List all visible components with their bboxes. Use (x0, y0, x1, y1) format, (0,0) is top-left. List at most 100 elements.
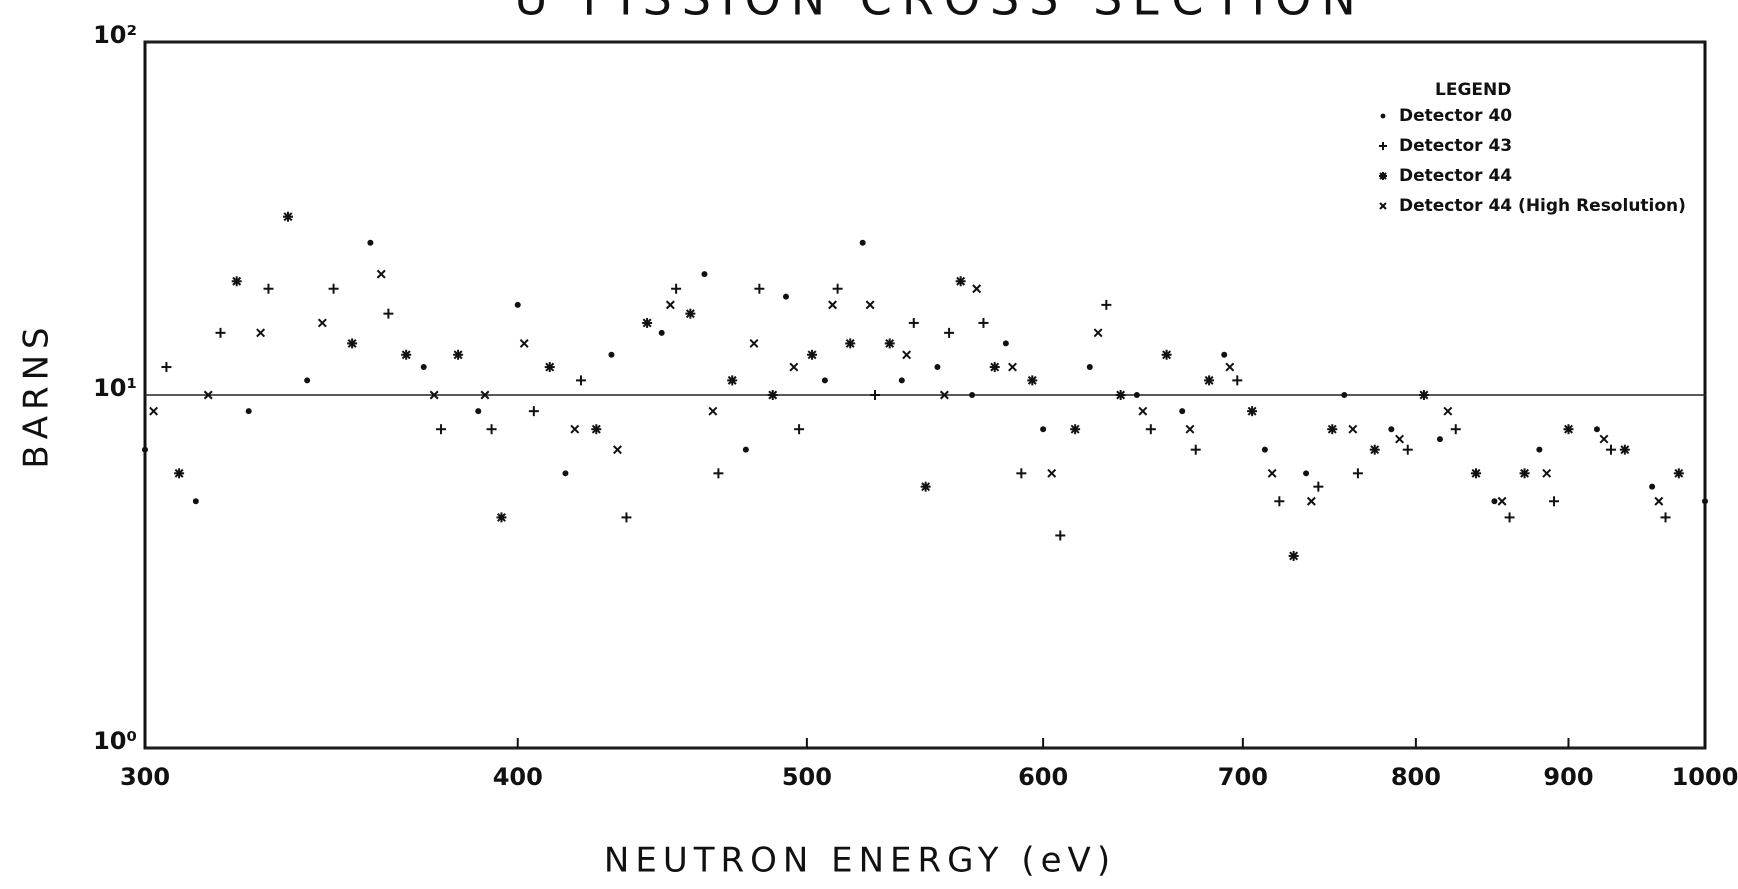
data-point (1563, 424, 1574, 435)
data-point (1402, 444, 1413, 455)
x-tick-label: 400 (493, 763, 543, 791)
marker-dot (821, 377, 828, 384)
marker-dot (742, 446, 749, 453)
marker-dot (1086, 364, 1093, 371)
data-point (161, 362, 172, 373)
marker-stroke (1599, 434, 1609, 444)
marker-stroke (174, 468, 184, 478)
marker-stroke (1564, 424, 1573, 434)
data-point (665, 300, 675, 310)
data-point (1599, 434, 1609, 444)
marker-stroke (902, 350, 912, 360)
data-point (142, 446, 148, 453)
marker-stroke (1225, 362, 1235, 372)
marker-stroke (519, 338, 529, 348)
marker-stroke (1471, 468, 1481, 478)
marker-dot (142, 446, 148, 453)
data-point (865, 300, 875, 310)
data-point (1470, 468, 1481, 479)
x-tick-label: 1000 (1672, 763, 1738, 791)
marker-stroke (1138, 406, 1148, 416)
data-point (519, 338, 529, 348)
marker-stroke (956, 276, 966, 286)
marker-dot (782, 293, 789, 300)
data-point (496, 512, 507, 523)
marker-dot (1702, 498, 1708, 505)
marker-stroke (1070, 424, 1080, 434)
y-tick-label: 10⁰ (93, 727, 137, 755)
marker-stroke (1443, 406, 1453, 416)
data-point (1313, 481, 1324, 492)
data-point (1369, 444, 1380, 455)
marker-dot (898, 377, 905, 384)
marker-dot (192, 498, 199, 505)
data-point (376, 269, 386, 279)
marker-stroke (939, 390, 949, 400)
marker-dot (1388, 426, 1395, 433)
marker-stroke (828, 300, 837, 310)
marker-dot (1303, 470, 1310, 477)
marker-stroke (1395, 434, 1405, 444)
legend-label: Detector 43 (1399, 136, 1512, 156)
data-point (642, 317, 653, 328)
marker-stroke (727, 375, 737, 385)
data-point (1497, 496, 1507, 506)
data-point (420, 364, 427, 371)
data-point (870, 390, 881, 400)
data-point (231, 276, 242, 287)
data-point (920, 481, 931, 492)
y-tick-label: 10² (93, 21, 137, 49)
marker-stroke (768, 390, 778, 400)
data-point (304, 377, 311, 384)
marker-stroke (1497, 496, 1507, 506)
legend-label: Detector 44 (1399, 166, 1512, 186)
marker-dot (1341, 392, 1348, 398)
data-point (591, 424, 602, 435)
data-point (685, 308, 696, 319)
marker-stroke (347, 338, 357, 348)
marker-stroke (1379, 202, 1387, 210)
marker-stroke (1370, 445, 1380, 455)
marker-stroke (665, 300, 675, 310)
marker-stroke (1185, 424, 1195, 434)
legend-marker (1380, 113, 1386, 119)
data-point (944, 327, 955, 338)
marker-stroke (749, 338, 759, 348)
data-point (562, 470, 569, 477)
data-point (528, 406, 539, 417)
marker-stroke (283, 212, 293, 222)
data-point (1070, 424, 1081, 435)
marker-dot (1649, 483, 1656, 490)
data-point (1491, 498, 1498, 505)
data-point (383, 308, 394, 319)
marker-stroke (570, 424, 580, 434)
marker-stroke (1542, 468, 1552, 478)
marker-stroke (642, 318, 652, 328)
data-point (742, 446, 749, 453)
marker-dot (1380, 113, 1386, 119)
data-point (1536, 446, 1543, 453)
data-point (727, 375, 738, 386)
marker-stroke (1204, 375, 1214, 385)
marker-dot (1133, 392, 1140, 398)
data-point (794, 424, 805, 435)
marker-stroke (865, 300, 875, 310)
data-point (1027, 375, 1038, 386)
data-point (859, 239, 866, 246)
data-point (1605, 444, 1616, 455)
x-tick-label: 700 (1218, 763, 1268, 791)
marker-stroke (990, 362, 1000, 372)
data-point (1649, 483, 1656, 490)
data-point (1221, 351, 1228, 358)
data-point (713, 468, 724, 479)
marker-stroke (376, 269, 386, 279)
data-point (828, 300, 837, 310)
data-point (347, 338, 358, 349)
data-point (215, 327, 226, 338)
marker-stroke (1306, 496, 1316, 506)
data-point (989, 362, 1000, 373)
data-point (475, 408, 482, 415)
data-point (401, 349, 412, 360)
marker-stroke (613, 445, 622, 455)
data-point (1138, 406, 1148, 416)
